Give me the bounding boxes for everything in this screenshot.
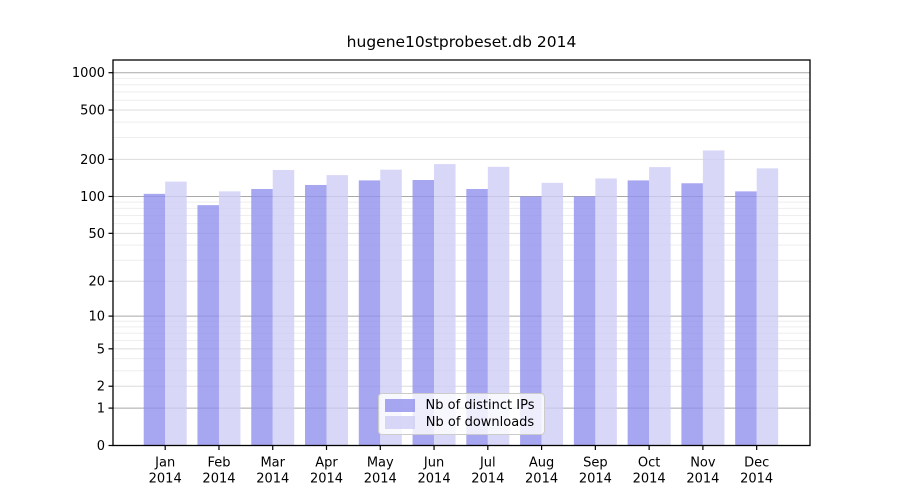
y-tick-label-1000: 1000 xyxy=(72,66,105,81)
bar-downloads-jan xyxy=(165,181,187,446)
y-tick-label-50: 50 xyxy=(88,227,105,242)
bar-downloads-apr xyxy=(326,175,349,446)
bar-distinct-ips-jun xyxy=(412,180,435,446)
x-tick-label-month-may: May xyxy=(367,456,394,471)
bar-distinct-ips-apr xyxy=(305,184,327,446)
x-tick-label-month-jan: Jan xyxy=(154,456,175,471)
bar-downloads-aug xyxy=(541,182,564,446)
legend-label-downloads: Nb of downloads xyxy=(425,415,535,430)
x-tick-label-month-sep: Sep xyxy=(583,456,608,471)
bar-downloads-mar xyxy=(272,169,295,446)
bar-downloads-may xyxy=(380,169,402,446)
y-tick-label-200: 200 xyxy=(80,153,105,168)
x-tick-label-year-mar: 2014 xyxy=(256,472,289,487)
x-tick-label-year-jan: 2014 xyxy=(149,472,182,487)
bar-distinct-ips-nov xyxy=(681,183,703,446)
x-tick-label-month-dec: Dec xyxy=(744,456,769,471)
bar-downloads-oct xyxy=(649,167,671,446)
x-tick-label-year-aug: 2014 xyxy=(525,472,558,487)
x-tick-label-month-nov: Nov xyxy=(690,456,716,471)
x-tick-label-year-jun: 2014 xyxy=(418,472,451,487)
x-tick-label-year-feb: 2014 xyxy=(202,472,235,487)
bar-distinct-ips-jan xyxy=(143,193,166,446)
y-tick-label-10: 10 xyxy=(88,310,105,325)
y-tick-label-500: 500 xyxy=(80,104,105,119)
bar-distinct-ips-mar xyxy=(251,188,273,446)
x-tick-label-month-oct: Oct xyxy=(638,456,660,471)
plot-border xyxy=(112,59,811,447)
x-tick-label-month-jun: Jun xyxy=(423,456,444,471)
y-tick-label-1: 1 xyxy=(97,402,105,417)
x-tick-label-month-feb: Feb xyxy=(207,456,230,471)
x-tick-label-year-sep: 2014 xyxy=(579,472,612,487)
bar-downloads-dec xyxy=(756,168,779,446)
x-tick-label-year-oct: 2014 xyxy=(633,472,666,487)
bar-downloads-feb xyxy=(218,191,241,446)
chart-title: hugene10stprobeset.db 2014 xyxy=(346,33,577,51)
bar-downloads-sep xyxy=(595,178,617,446)
x-tick-label-year-may: 2014 xyxy=(364,472,397,487)
x-tick-label-year-apr: 2014 xyxy=(310,472,343,487)
x-tick-label-year-dec: 2014 xyxy=(740,472,773,487)
bar-downloads-jun xyxy=(434,164,456,446)
bar-distinct-ips-feb xyxy=(197,205,219,446)
bar-downloads-jul xyxy=(487,166,510,446)
bar-distinct-ips-jul xyxy=(466,188,488,446)
x-tick-label-month-apr: Apr xyxy=(315,456,338,471)
x-tick-label-year-jul: 2014 xyxy=(471,472,504,487)
legend-item-distinct-ips: Nb of distinct IPs xyxy=(385,398,536,413)
x-tick-label-month-jul: Jul xyxy=(479,456,496,471)
x-tick-label-year-nov: 2014 xyxy=(686,472,719,487)
bar-distinct-ips-may xyxy=(358,180,381,446)
bar-distinct-ips-dec xyxy=(735,191,757,446)
bar-distinct-ips-oct xyxy=(627,180,650,446)
bar-distinct-ips-aug xyxy=(520,196,542,446)
bar-distinct-ips-sep xyxy=(573,196,596,446)
legend-swatch-distinct-ips xyxy=(385,399,415,412)
y-tick-label-0: 0 xyxy=(97,439,105,454)
y-tick-label-20: 20 xyxy=(88,275,105,290)
x-tick-label-month-mar: Mar xyxy=(260,456,285,471)
y-tick-label-2: 2 xyxy=(97,380,105,395)
bar-downloads-nov xyxy=(702,150,725,446)
y-tick-label-100: 100 xyxy=(80,190,105,205)
legend: Nb of distinct IPs Nb of downloads xyxy=(378,393,545,435)
legend-label-distinct-ips: Nb of distinct IPs xyxy=(425,398,535,413)
x-tick-label-month-aug: Aug xyxy=(529,456,554,471)
legend-item-downloads: Nb of downloads xyxy=(385,415,536,430)
legend-swatch-downloads xyxy=(385,416,415,429)
y-tick-label-5: 5 xyxy=(97,342,105,357)
